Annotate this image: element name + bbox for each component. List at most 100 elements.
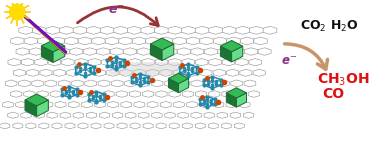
Polygon shape	[34, 112, 44, 118]
Polygon shape	[137, 48, 150, 55]
Polygon shape	[195, 91, 207, 97]
Polygon shape	[147, 69, 159, 76]
Polygon shape	[151, 80, 163, 87]
Polygon shape	[16, 48, 29, 55]
Polygon shape	[226, 101, 237, 108]
Polygon shape	[249, 26, 263, 34]
Polygon shape	[60, 26, 73, 34]
Polygon shape	[150, 48, 164, 55]
Polygon shape	[150, 38, 174, 50]
Polygon shape	[182, 91, 194, 97]
Polygon shape	[62, 59, 74, 66]
Polygon shape	[78, 37, 91, 45]
Polygon shape	[33, 26, 46, 34]
Polygon shape	[182, 26, 195, 34]
Polygon shape	[218, 48, 231, 55]
Polygon shape	[195, 26, 209, 34]
Polygon shape	[169, 59, 181, 66]
Polygon shape	[73, 26, 87, 34]
Polygon shape	[50, 91, 61, 97]
Text: CH$_3$OH: CH$_3$OH	[316, 71, 369, 88]
Polygon shape	[37, 91, 48, 97]
Polygon shape	[93, 69, 105, 76]
Polygon shape	[60, 112, 71, 118]
Polygon shape	[155, 26, 168, 34]
Text: e$^{-}$: e$^{-}$	[282, 55, 297, 68]
Polygon shape	[132, 37, 146, 45]
Polygon shape	[162, 44, 174, 61]
Polygon shape	[232, 46, 243, 62]
Polygon shape	[13, 123, 23, 129]
Polygon shape	[173, 37, 186, 45]
Polygon shape	[150, 44, 162, 61]
Polygon shape	[48, 59, 60, 66]
Polygon shape	[226, 93, 236, 107]
Polygon shape	[195, 123, 205, 129]
Polygon shape	[11, 37, 24, 45]
Polygon shape	[67, 69, 79, 76]
Polygon shape	[45, 80, 57, 87]
Polygon shape	[5, 80, 17, 87]
Polygon shape	[253, 69, 265, 76]
Polygon shape	[102, 59, 114, 66]
Polygon shape	[143, 123, 153, 129]
Polygon shape	[147, 101, 158, 108]
Polygon shape	[25, 94, 48, 106]
Polygon shape	[8, 59, 20, 66]
Polygon shape	[0, 123, 10, 129]
Polygon shape	[19, 80, 30, 87]
Polygon shape	[119, 37, 132, 45]
Polygon shape	[152, 112, 162, 118]
Polygon shape	[25, 100, 37, 116]
Polygon shape	[80, 69, 92, 76]
Polygon shape	[21, 59, 34, 66]
Polygon shape	[173, 69, 185, 76]
Polygon shape	[244, 80, 256, 87]
Polygon shape	[208, 123, 218, 129]
Polygon shape	[239, 101, 250, 108]
Polygon shape	[174, 101, 184, 108]
Polygon shape	[120, 69, 132, 76]
Polygon shape	[42, 40, 65, 52]
Polygon shape	[99, 112, 110, 118]
Polygon shape	[217, 112, 228, 118]
Polygon shape	[52, 123, 62, 129]
Polygon shape	[231, 80, 243, 87]
Polygon shape	[40, 69, 52, 76]
Polygon shape	[26, 69, 39, 76]
Polygon shape	[29, 48, 42, 55]
Polygon shape	[121, 101, 132, 108]
Polygon shape	[168, 26, 182, 34]
Polygon shape	[108, 62, 183, 75]
Polygon shape	[37, 100, 48, 116]
Polygon shape	[100, 26, 114, 34]
Polygon shape	[85, 80, 96, 87]
Polygon shape	[43, 48, 56, 55]
Polygon shape	[127, 26, 141, 34]
Polygon shape	[165, 112, 175, 118]
Polygon shape	[13, 69, 25, 76]
Polygon shape	[83, 48, 96, 55]
Polygon shape	[15, 101, 26, 108]
Polygon shape	[42, 101, 53, 108]
Polygon shape	[221, 123, 231, 129]
Polygon shape	[204, 112, 214, 118]
Polygon shape	[138, 80, 150, 87]
Polygon shape	[254, 37, 267, 45]
Polygon shape	[70, 48, 83, 55]
Polygon shape	[58, 80, 70, 87]
Polygon shape	[243, 112, 254, 118]
Polygon shape	[227, 37, 240, 45]
Polygon shape	[160, 69, 172, 76]
Polygon shape	[29, 101, 40, 108]
Polygon shape	[156, 123, 166, 129]
Polygon shape	[78, 123, 88, 129]
Polygon shape	[47, 112, 57, 118]
Polygon shape	[68, 101, 79, 108]
Polygon shape	[235, 91, 246, 97]
Polygon shape	[141, 26, 155, 34]
Polygon shape	[220, 41, 243, 52]
Polygon shape	[42, 46, 53, 62]
Polygon shape	[213, 101, 224, 108]
Polygon shape	[55, 101, 66, 108]
